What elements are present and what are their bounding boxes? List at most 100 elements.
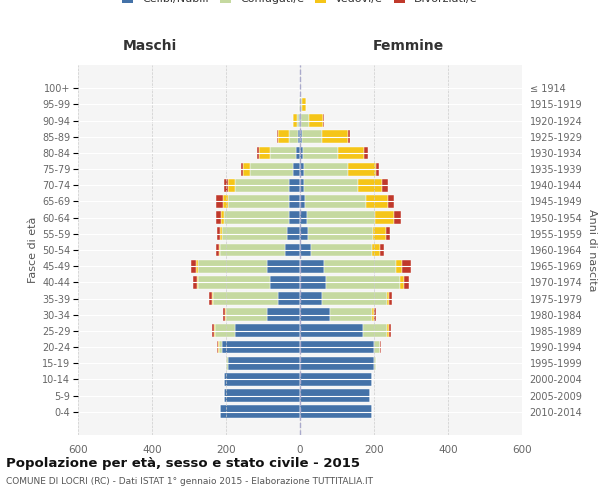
Bar (322, 130, 348, 143)
Bar (198, 276, 271, 289)
Bar (304, 162, 348, 175)
Bar (374, 356, 376, 370)
Bar (300, 389, 370, 402)
Bar (338, 146, 364, 160)
Bar (300, 195, 305, 208)
Bar (218, 340, 222, 353)
Bar (212, 324, 214, 338)
Bar (300, 308, 329, 321)
Bar (300, 130, 302, 143)
Bar (224, 373, 300, 386)
Bar (289, 130, 298, 143)
Bar (235, 179, 289, 192)
Bar (257, 146, 259, 160)
Bar (373, 228, 386, 240)
Bar (223, 228, 287, 240)
Bar (269, 146, 296, 160)
Bar (300, 324, 363, 338)
Bar (400, 276, 404, 289)
Bar (235, 324, 300, 338)
Bar (285, 244, 300, 256)
Bar (382, 179, 388, 192)
Bar (215, 211, 221, 224)
Bar (376, 162, 379, 175)
Bar (218, 244, 220, 256)
Bar (223, 308, 225, 321)
Text: Femmine: Femmine (373, 38, 443, 52)
Bar (394, 211, 401, 224)
Bar (300, 211, 307, 224)
Bar (241, 162, 242, 175)
Bar (300, 146, 303, 160)
Bar (197, 276, 198, 289)
Bar (299, 114, 300, 127)
Bar (242, 162, 250, 175)
Bar (228, 195, 289, 208)
Bar (278, 292, 300, 305)
Bar (308, 228, 373, 240)
Bar (300, 276, 326, 289)
Bar (300, 260, 324, 272)
Bar (311, 244, 372, 256)
Bar (226, 308, 266, 321)
Bar (271, 276, 300, 289)
Bar (287, 228, 300, 240)
Bar (293, 162, 300, 175)
Bar (307, 211, 375, 224)
Bar (217, 340, 218, 353)
Bar (363, 324, 387, 338)
Bar (212, 292, 213, 305)
Bar (220, 244, 285, 256)
Bar (324, 260, 396, 272)
Bar (374, 308, 376, 321)
Bar (215, 324, 235, 338)
Bar (300, 373, 372, 386)
Bar (224, 389, 300, 402)
Bar (374, 340, 380, 353)
Bar (220, 405, 300, 418)
Bar (198, 260, 266, 272)
Y-axis label: Fasce di età: Fasce di età (28, 217, 38, 283)
Bar (380, 244, 384, 256)
Bar (193, 276, 197, 289)
Bar (215, 244, 218, 256)
Bar (289, 211, 300, 224)
Bar (301, 114, 308, 127)
Bar (221, 211, 224, 224)
Bar (300, 228, 308, 240)
Bar (300, 356, 374, 370)
Bar (298, 130, 300, 143)
Bar (389, 292, 392, 305)
Bar (266, 260, 300, 272)
Bar (259, 146, 269, 160)
Bar (402, 260, 411, 272)
Bar (224, 211, 289, 224)
Bar (297, 114, 299, 127)
Bar (277, 130, 278, 143)
Bar (300, 179, 304, 192)
Bar (364, 146, 368, 160)
Bar (278, 130, 289, 143)
Bar (220, 228, 222, 240)
Text: COMUNE DI LOCRI (RC) - Dati ISTAT 1° gennaio 2015 - Elaborazione TUTTITALIA.IT: COMUNE DI LOCRI (RC) - Dati ISTAT 1° gen… (6, 478, 373, 486)
Bar (303, 146, 338, 160)
Bar (223, 195, 228, 208)
Bar (302, 130, 322, 143)
Bar (300, 98, 301, 111)
Bar (222, 340, 300, 353)
Bar (217, 228, 220, 240)
Bar (358, 179, 382, 192)
Bar (300, 292, 322, 305)
Bar (387, 324, 389, 338)
Bar (266, 308, 300, 321)
Bar (372, 244, 380, 256)
Bar (191, 260, 196, 272)
Y-axis label: Anni di nascita: Anni di nascita (587, 209, 596, 291)
Bar (300, 405, 372, 418)
Text: Maschi: Maschi (123, 38, 177, 52)
Bar (366, 195, 388, 208)
Bar (308, 114, 323, 127)
Bar (209, 292, 212, 305)
Bar (196, 260, 198, 272)
Bar (228, 179, 235, 192)
